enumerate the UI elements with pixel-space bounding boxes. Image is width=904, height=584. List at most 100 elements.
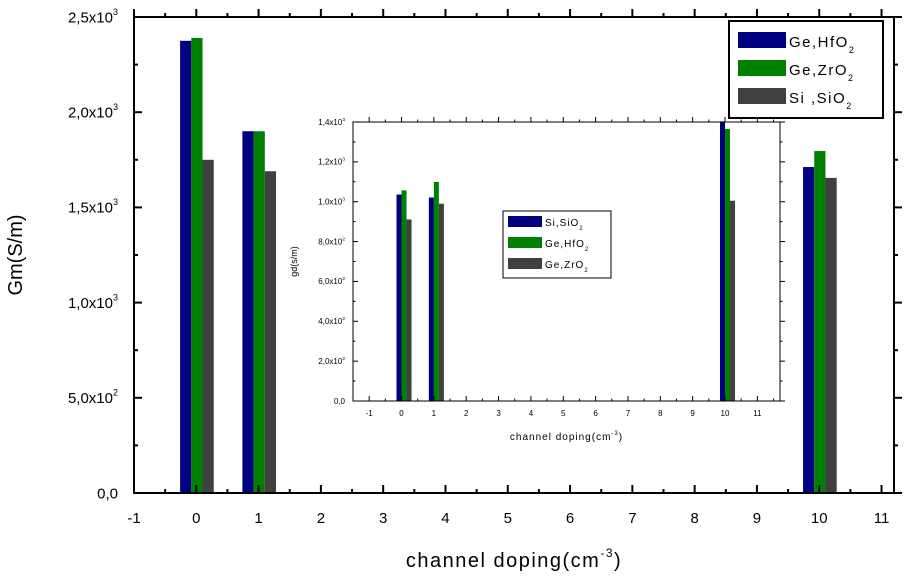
legend-label-1: Ge,ZrO2 (789, 62, 855, 83)
x-axis-label-text: channel doping(cm (406, 550, 601, 572)
y-tick-label: 4,0x102 (318, 316, 345, 326)
x-tick-label: 3 (379, 510, 387, 527)
y-tick-exponent: 3 (342, 197, 345, 203)
x-tick-label: 6 (593, 409, 598, 418)
x-axis-label-text: channel doping(cm (510, 432, 612, 443)
x-tick-label: 8 (658, 409, 663, 418)
bar-inset-series2-x0 (406, 219, 412, 401)
x-tick-label: 6 (566, 510, 574, 527)
y-tick-exponent: 3 (113, 197, 118, 207)
legend-swatch-0 (508, 216, 542, 227)
x-tick-label: 10 (721, 409, 730, 418)
y-tick-mantissa: 0,0 (97, 485, 118, 502)
y-tick-mantissa: 8,0x10 (318, 237, 343, 246)
x-tick-label: 11 (753, 409, 762, 418)
x-tick-label: 9 (753, 510, 761, 527)
y-tick-exponent: 3 (342, 117, 345, 123)
x-tick-label: 7 (628, 510, 636, 527)
bar-inset-series2-x1 (438, 203, 444, 401)
x-tick-label: 5 (561, 409, 566, 418)
y-tick-exponent: 3 (113, 7, 118, 17)
legend-label-text: Si,SiO (545, 218, 579, 229)
x-axis-label-close: ) (619, 432, 623, 443)
bar-series1-x0 (191, 37, 203, 493)
x-tick-label: 5 (504, 510, 512, 527)
legend-label-sub: 2 (846, 101, 853, 111)
y-tick-mantissa: 1,4x10 (318, 118, 343, 127)
y-tick-label: 2,0x103 (68, 102, 118, 122)
legend-label-0: Si,SiO2 (545, 218, 584, 232)
x-tick-label: -1 (366, 409, 374, 418)
bar-series2-x0 (202, 159, 214, 494)
y-axis-label: gd(s/m) (289, 246, 299, 277)
legend-label-1: Ge,HfO2 (545, 239, 589, 253)
y-tick-label: 1,2x103 (318, 157, 345, 167)
legend-label-text: Ge,HfO (545, 239, 585, 250)
x-tick-label: 11 (874, 510, 890, 527)
y-tick-mantissa: 2,0x10 (318, 357, 343, 366)
y-tick-label: 1,5x103 (68, 197, 118, 217)
y-tick-exponent: 3 (113, 102, 118, 112)
y-tick-label: 2,5x103 (68, 7, 118, 27)
x-axis-label: channel doping(cm-3) (406, 546, 622, 572)
bar-series2-x1 (264, 171, 277, 493)
legend-label-sub: 2 (849, 45, 856, 55)
y-tick-label: 0,0 (97, 485, 118, 502)
y-tick-label: 1,4x103 (318, 117, 345, 127)
legend-label-text: Ge,ZrO (545, 260, 584, 271)
y-tick-label: 1,0x103 (318, 197, 345, 207)
y-tick-mantissa: 1,0x10 (68, 295, 113, 312)
legend-label-2: Si ,SiO2 (789, 90, 853, 111)
x-tick-label: 9 (690, 409, 695, 418)
legend-swatch-1 (508, 237, 542, 248)
legend-swatch-2 (508, 258, 542, 269)
x-tick-label: 0 (399, 409, 404, 418)
legend-label-sub: 2 (584, 268, 588, 274)
legend-label-sub: 2 (848, 73, 855, 83)
bar-inset-series0-x0 (396, 194, 402, 401)
y-tick-exponent: 2 (113, 388, 118, 398)
y-tick-exponent: 2 (342, 316, 345, 322)
legend-swatch-1 (738, 60, 786, 76)
y-tick-label: 2,0x102 (318, 356, 345, 366)
bar-inset-series0-x10 (719, 121, 726, 401)
legend-label-text: Ge,ZrO (789, 62, 848, 79)
x-tick-label: 2 (464, 409, 469, 418)
x-tick-label: 0 (192, 510, 200, 527)
y-tick-exponent: 3 (113, 292, 118, 302)
bar-inset-series1-x1 (433, 181, 439, 401)
bar-inset-series2-x10 (730, 200, 736, 401)
legend-label-0: Ge,HfO2 (789, 34, 855, 55)
x-axis-label-close: ) (614, 550, 622, 572)
y-tick-exponent: 2 (342, 236, 345, 242)
x-tick-label: 8 (690, 510, 698, 527)
y-tick-mantissa: 1,5x10 (68, 200, 113, 217)
y-tick-label: 5,0x102 (68, 388, 118, 408)
legend-label-2: Ge,ZrO2 (545, 260, 589, 274)
x-tick-label: 7 (626, 409, 631, 418)
x-tick-label: 1 (432, 409, 437, 418)
legend-label-sub: 2 (585, 247, 589, 253)
bar-series1-x10 (814, 151, 826, 493)
y-tick-mantissa: 6,0x10 (318, 277, 343, 286)
legend-label-sub: 2 (579, 226, 583, 232)
x-axis-label-sup: -3 (611, 431, 618, 437)
legend-swatch-0 (738, 32, 786, 48)
bar-inset-series1-x10 (725, 128, 731, 401)
y-tick-mantissa: 1,0x10 (318, 198, 343, 207)
x-axis-label-sup: -3 (600, 546, 614, 560)
legend-swatch-2 (738, 88, 786, 104)
y-tick-label: 1,0x103 (68, 292, 118, 312)
y-tick-label: 6,0x102 (318, 276, 345, 286)
y-tick-mantissa: 2,0x10 (68, 104, 113, 121)
y-tick-exponent: 2 (342, 356, 345, 362)
x-tick-label: 4 (441, 510, 449, 527)
bar-inset-series1-x0 (401, 190, 407, 401)
legend-label-text: Ge,HfO (789, 34, 849, 51)
x-tick-label: 1 (254, 510, 262, 527)
y-tick-exponent: 3 (342, 157, 345, 163)
